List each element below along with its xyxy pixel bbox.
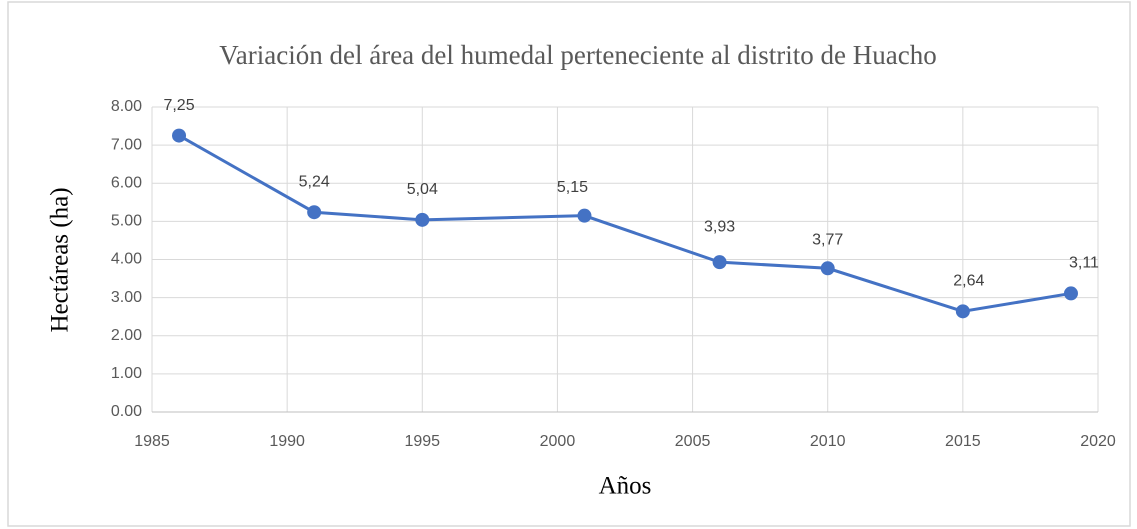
data-point — [955, 304, 970, 319]
y-tick-label: 6.00 — [111, 174, 142, 191]
x-tick-label: 2000 — [540, 433, 576, 450]
x-tick-label: 1985 — [134, 433, 170, 450]
data-label: 3,11 — [1069, 255, 1099, 272]
y-tick-label: 0.00 — [111, 403, 142, 420]
chart-title: Variación del área del humedal perteneci… — [219, 40, 936, 70]
x-tick-label: 1995 — [404, 433, 440, 450]
data-point — [1063, 286, 1078, 301]
data-point — [415, 212, 430, 227]
data-line — [178, 134, 1072, 313]
data-label: 3,77 — [812, 231, 843, 248]
x-axis-label: Años — [599, 473, 652, 500]
data-point — [172, 128, 187, 143]
data-label: 3,93 — [704, 218, 735, 235]
y-tick-label: 3.00 — [111, 289, 142, 306]
data-point — [577, 208, 592, 223]
data-label: 7,25 — [163, 97, 194, 114]
y-tick-label: 5.00 — [111, 213, 142, 230]
data-label: 2,64 — [953, 273, 984, 290]
x-tick-label: 1990 — [269, 433, 305, 450]
y-tick-label: 4.00 — [111, 251, 142, 268]
y-tick-label: 2.00 — [111, 327, 142, 344]
chart-border — [7, 1, 1131, 527]
y-tick-label: 8.00 — [111, 98, 142, 115]
x-tick-label: 2005 — [675, 433, 711, 450]
y-tick-label: 7.00 — [111, 136, 142, 153]
data-point — [712, 255, 727, 270]
data-point — [820, 261, 835, 276]
y-axis-label: Hectáreas (ha) — [47, 187, 74, 332]
data-label: 5,15 — [557, 179, 588, 196]
x-tick-label: 2020 — [1080, 433, 1116, 450]
data-label: 5,24 — [299, 173, 330, 190]
y-tick-label: 1.00 — [111, 365, 142, 382]
data-point — [307, 205, 322, 220]
x-tick-label: 2010 — [810, 433, 846, 450]
x-tick-label: 2015 — [945, 433, 981, 450]
data-label: 5,04 — [407, 181, 438, 198]
